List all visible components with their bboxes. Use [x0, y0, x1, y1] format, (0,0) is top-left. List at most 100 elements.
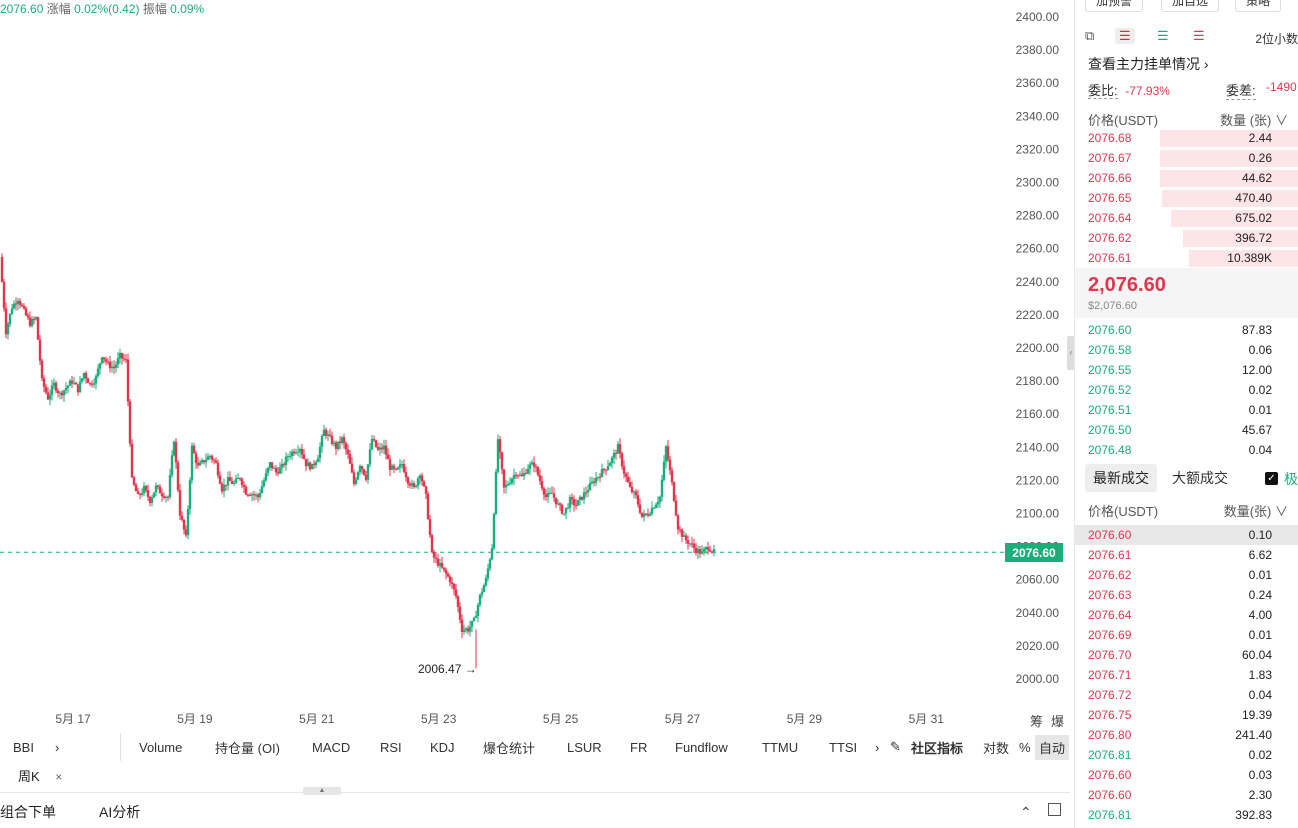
candle-body [302, 454, 306, 460]
candle-body [676, 515, 680, 530]
tab-large-trades[interactable]: 大额成交 [1172, 470, 1228, 486]
book-header-qty[interactable]: 数量 (张) ∨ [1220, 113, 1288, 128]
candle-body [112, 366, 116, 369]
strategy-button[interactable]: 策略 [1235, 0, 1282, 12]
candle-body [220, 483, 224, 492]
log-scale-toggle[interactable]: 对数 [983, 740, 1010, 756]
bid-qty: 87.83 [1241, 323, 1272, 337]
ask-row[interactable]: 2076.67 0.26 [1075, 148, 1298, 168]
bid-row[interactable]: 2076.51 0.01 [1075, 400, 1298, 420]
more-indicators-icon[interactable]: › [875, 739, 880, 755]
candle-body [506, 484, 510, 486]
candle-body [382, 445, 386, 450]
add-alert-button[interactable]: 加预警 [1085, 0, 1144, 12]
add-watchlist-button[interactable]: 加自选 [1161, 0, 1220, 12]
expand-icon[interactable] [1048, 803, 1061, 816]
chip-burst-toggles[interactable]: 筹爆 [1030, 714, 1073, 729]
candle-body [358, 466, 362, 473]
candle-body [260, 486, 264, 494]
bid-row[interactable]: 2076.48 0.04 [1075, 440, 1298, 460]
ask-row[interactable]: 2076.65 470.40 [1075, 188, 1298, 208]
community-indicators[interactable]: 社区指标 [911, 740, 964, 756]
candle-body [624, 473, 628, 477]
indicator-lsur[interactable]: LSUR [567, 739, 602, 755]
bid-row[interactable]: 2076.58 0.06 [1075, 340, 1298, 360]
candle-body [104, 359, 108, 362]
indicator-bbi[interactable]: BBI [13, 739, 34, 755]
bid-row[interactable]: 2076.55 12.00 [1075, 360, 1298, 380]
ask-row[interactable]: 2076.68 2.44 [1075, 128, 1298, 148]
candle-body [564, 507, 568, 514]
indicator-kdj[interactable]: KDJ [430, 739, 455, 755]
candle-body [354, 479, 358, 484]
decimals-select[interactable]: 2位小数 [1255, 32, 1298, 46]
bid-row[interactable]: 2076.52 0.02 [1075, 380, 1298, 400]
y-tick-label: 2100.00 [1016, 507, 1060, 521]
chevron-up-icon[interactable]: ⌃ [1020, 804, 1032, 820]
ask-row[interactable]: 2076.66 44.62 [1075, 168, 1298, 188]
candle-body [572, 499, 576, 506]
indicator-fundflow[interactable]: Fundflow [675, 739, 728, 755]
book-bids-icon[interactable]: ☰ [1157, 28, 1169, 43]
depth-bar [1182, 230, 1298, 247]
candle-body [254, 494, 258, 496]
book-both-icon[interactable]: ☰ [1115, 28, 1135, 44]
candle-body [30, 318, 34, 326]
tab-ai-analysis[interactable]: AI分析 [99, 804, 141, 820]
ask-row[interactable]: 2076.62 396.72 [1075, 228, 1298, 248]
candle-body [180, 515, 184, 520]
chevron-right-icon[interactable]: › [55, 739, 60, 755]
candle-body [152, 492, 156, 498]
candle-body [578, 496, 582, 501]
indicator-ttsi[interactable]: TTSI [829, 739, 858, 755]
candle-body [348, 453, 352, 464]
indicator-separator [120, 733, 121, 761]
filter-checkbox[interactable]: ✓ [1265, 472, 1278, 485]
current-price-tag: 2076.60 [1005, 543, 1063, 562]
popout-icon[interactable]: ⧉ [1085, 28, 1095, 43]
tab-latest-trades[interactable]: 最新成交 [1085, 464, 1157, 492]
candle-body [656, 501, 660, 505]
percent-scale-toggle[interactable]: % [1019, 739, 1031, 755]
candle-body [356, 472, 360, 480]
ask-row[interactable]: 2076.64 675.02 [1075, 208, 1298, 228]
collapse-panel-handle[interactable]: ‹ [1067, 336, 1075, 370]
indicator-rsi[interactable]: RSI [380, 739, 402, 755]
trade-row: 2076.69 0.01 [1075, 625, 1298, 645]
edit-icon[interactable]: ✎ [890, 739, 901, 754]
auto-scale-toggle[interactable]: 自动 [1035, 734, 1070, 760]
y-tick-label: 2000.00 [1016, 672, 1060, 686]
candle-body [338, 441, 342, 444]
period-chip[interactable]: 周K × [18, 766, 62, 785]
indicator-volume[interactable]: Volume [139, 739, 183, 755]
tab-combo-order[interactable]: 组合下单 [0, 804, 56, 820]
candle-body [244, 486, 248, 495]
candle-body [138, 493, 142, 495]
indicator-macd[interactable]: MACD [312, 739, 351, 755]
ask-row[interactable]: 2076.61 10.389K [1075, 248, 1298, 268]
indicator--[interactable]: 爆仓统计 [483, 740, 536, 756]
indicator-ttmu[interactable]: TTMU [762, 739, 799, 755]
indicator-fr[interactable]: FR [630, 739, 648, 755]
bid-row[interactable]: 2076.60 87.83 [1075, 320, 1298, 340]
candle-body [458, 606, 462, 620]
close-icon[interactable]: × [55, 770, 63, 784]
candle-body [388, 459, 392, 470]
candlestick-chart[interactable]: 2400.00 2380.00 2360.00 2340.00 2320.00 2300.… [0, 0, 1070, 730]
diff-label: 委差: [1226, 80, 1256, 100]
view-main-orders-link[interactable]: 查看主力挂单情况 › [1088, 56, 1209, 72]
book-asks-icon[interactable]: ☰ [1193, 28, 1205, 43]
bid-ask-ratio: 委比: -77.93% 委差: -1490 [1088, 80, 1298, 100]
candle-body [168, 475, 172, 498]
candle-body [196, 462, 200, 466]
bid-row[interactable]: 2076.50 45.67 [1075, 420, 1298, 440]
candle-body [416, 478, 420, 486]
candle-body [80, 378, 84, 382]
resize-handle[interactable]: ▲ [303, 787, 341, 795]
indicator--oi-[interactable]: 持仓量 (OI) [215, 740, 280, 756]
candle-body [584, 492, 588, 494]
candle-body [36, 317, 40, 340]
trades-header-qty[interactable]: 数量(张) ∨ [1223, 504, 1288, 519]
candle-body [234, 478, 238, 483]
bid-price: 2076.51 [1088, 403, 1132, 417]
